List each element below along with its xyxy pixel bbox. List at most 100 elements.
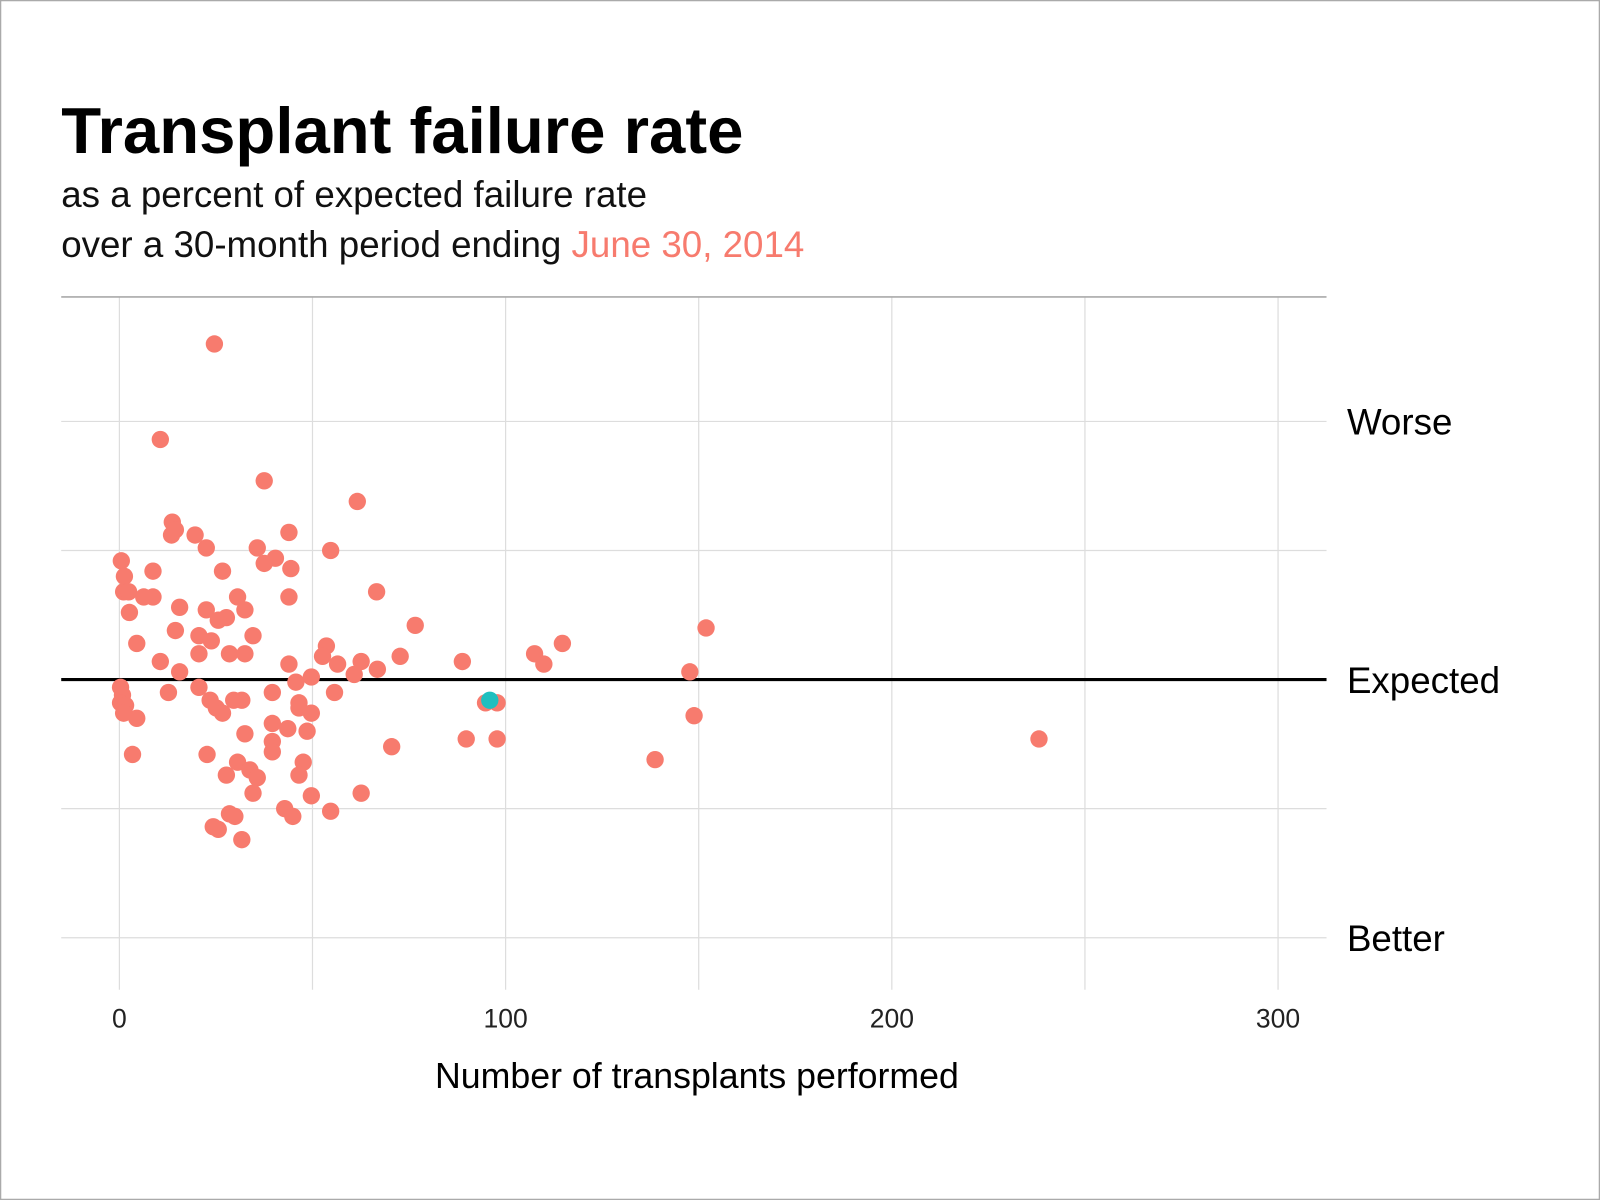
- data-point: [159, 683, 178, 702]
- data-point: [321, 541, 340, 560]
- data-point: [553, 634, 572, 653]
- data-point: [280, 655, 298, 673]
- data-point: [284, 807, 302, 826]
- y-labels: Worse Expected Better: [1347, 402, 1500, 959]
- data-point: [302, 704, 321, 722]
- data-point: [697, 619, 715, 637]
- data-point: [383, 738, 401, 756]
- x-tick-label: 0: [112, 1004, 127, 1034]
- data-point: [391, 647, 409, 666]
- data-point: [226, 807, 244, 826]
- data-point: [1030, 730, 1048, 748]
- data-point: [248, 769, 266, 787]
- data-point: [190, 678, 208, 697]
- data-point: [263, 683, 282, 702]
- data-point: [236, 645, 254, 663]
- data-point: [345, 665, 363, 684]
- data-point: [280, 523, 298, 542]
- data-point: [244, 627, 262, 645]
- data-point: [244, 784, 262, 802]
- data-point: [112, 552, 130, 570]
- y-label-worse: Worse: [1347, 402, 1452, 443]
- subtitle-prefix: over a 30-month period ending: [61, 224, 571, 265]
- data-point: [197, 539, 215, 557]
- points: [111, 335, 1048, 849]
- data-point: [151, 652, 170, 671]
- data-point: [217, 766, 236, 784]
- data-point: [367, 583, 386, 601]
- data-point: [255, 554, 273, 573]
- subtitle-date: June 30, 2014: [572, 224, 805, 265]
- data-point: [209, 820, 227, 838]
- y-label-expected: Expected: [1347, 660, 1500, 701]
- data-point: [302, 668, 321, 686]
- data-point: [202, 632, 220, 650]
- data-point: [457, 730, 475, 748]
- data-point: [325, 683, 344, 702]
- data-point: [348, 492, 366, 511]
- data-point: [279, 719, 297, 738]
- data-point: [352, 652, 370, 671]
- chart-title: Transplant failure rate: [61, 94, 743, 167]
- x-tick-label: 200: [870, 1004, 914, 1034]
- data-point: [302, 787, 321, 805]
- data-point: [263, 714, 282, 733]
- data-point: [166, 621, 185, 640]
- data-point: [368, 660, 387, 678]
- data-point: [120, 603, 139, 622]
- data-point: [151, 430, 170, 449]
- data-point: [328, 655, 347, 673]
- data-point: [535, 655, 553, 673]
- data-point: [197, 601, 215, 619]
- x-tick-label: 300: [1256, 1004, 1300, 1034]
- x-tick-label: 100: [483, 1004, 527, 1034]
- data-point: [255, 472, 273, 490]
- data-point: [236, 725, 254, 743]
- data-point: [162, 526, 181, 544]
- data-point: [190, 645, 208, 663]
- data-point: [263, 743, 282, 761]
- data-point: [321, 802, 340, 820]
- data-point: [213, 704, 232, 722]
- highlighted-data-point: [481, 691, 499, 709]
- data-point: [685, 707, 703, 725]
- data-point: [144, 588, 162, 606]
- data-point: [453, 652, 472, 671]
- data-point: [287, 673, 305, 691]
- data-point: [236, 601, 254, 619]
- data-point: [298, 722, 316, 740]
- x-axis-label: Number of transplants performed: [435, 1056, 959, 1096]
- data-point: [280, 588, 298, 606]
- data-point: [228, 588, 247, 606]
- chart-subtitle-2: over a 30-month period ending June 30, 2…: [61, 224, 804, 265]
- data-point: [209, 611, 227, 629]
- data-point: [170, 663, 189, 681]
- data-point: [352, 784, 370, 802]
- chart-subtitle-1: as a percent of expected failure rate: [61, 174, 647, 215]
- data-point: [128, 634, 146, 653]
- data-point: [186, 526, 204, 544]
- data-point: [313, 647, 332, 666]
- data-point: [114, 704, 133, 722]
- data-point: [681, 663, 699, 681]
- data-point: [488, 730, 506, 748]
- data-point: [119, 583, 138, 601]
- data-point: [233, 691, 251, 709]
- data-point: [233, 830, 251, 849]
- data-point: [123, 745, 142, 764]
- data-point: [213, 562, 232, 580]
- data-point: [220, 645, 239, 663]
- data-point: [205, 335, 224, 353]
- data-point: [228, 753, 247, 771]
- data-point: [406, 616, 424, 635]
- y-label-better: Better: [1347, 918, 1445, 959]
- data-point: [290, 766, 308, 784]
- data-point: [282, 559, 300, 578]
- data-point: [128, 709, 146, 727]
- data-point: [115, 567, 134, 585]
- data-point: [646, 750, 664, 769]
- x-ticks: 0 100 200 300: [112, 1004, 1300, 1034]
- data-point: [170, 598, 189, 616]
